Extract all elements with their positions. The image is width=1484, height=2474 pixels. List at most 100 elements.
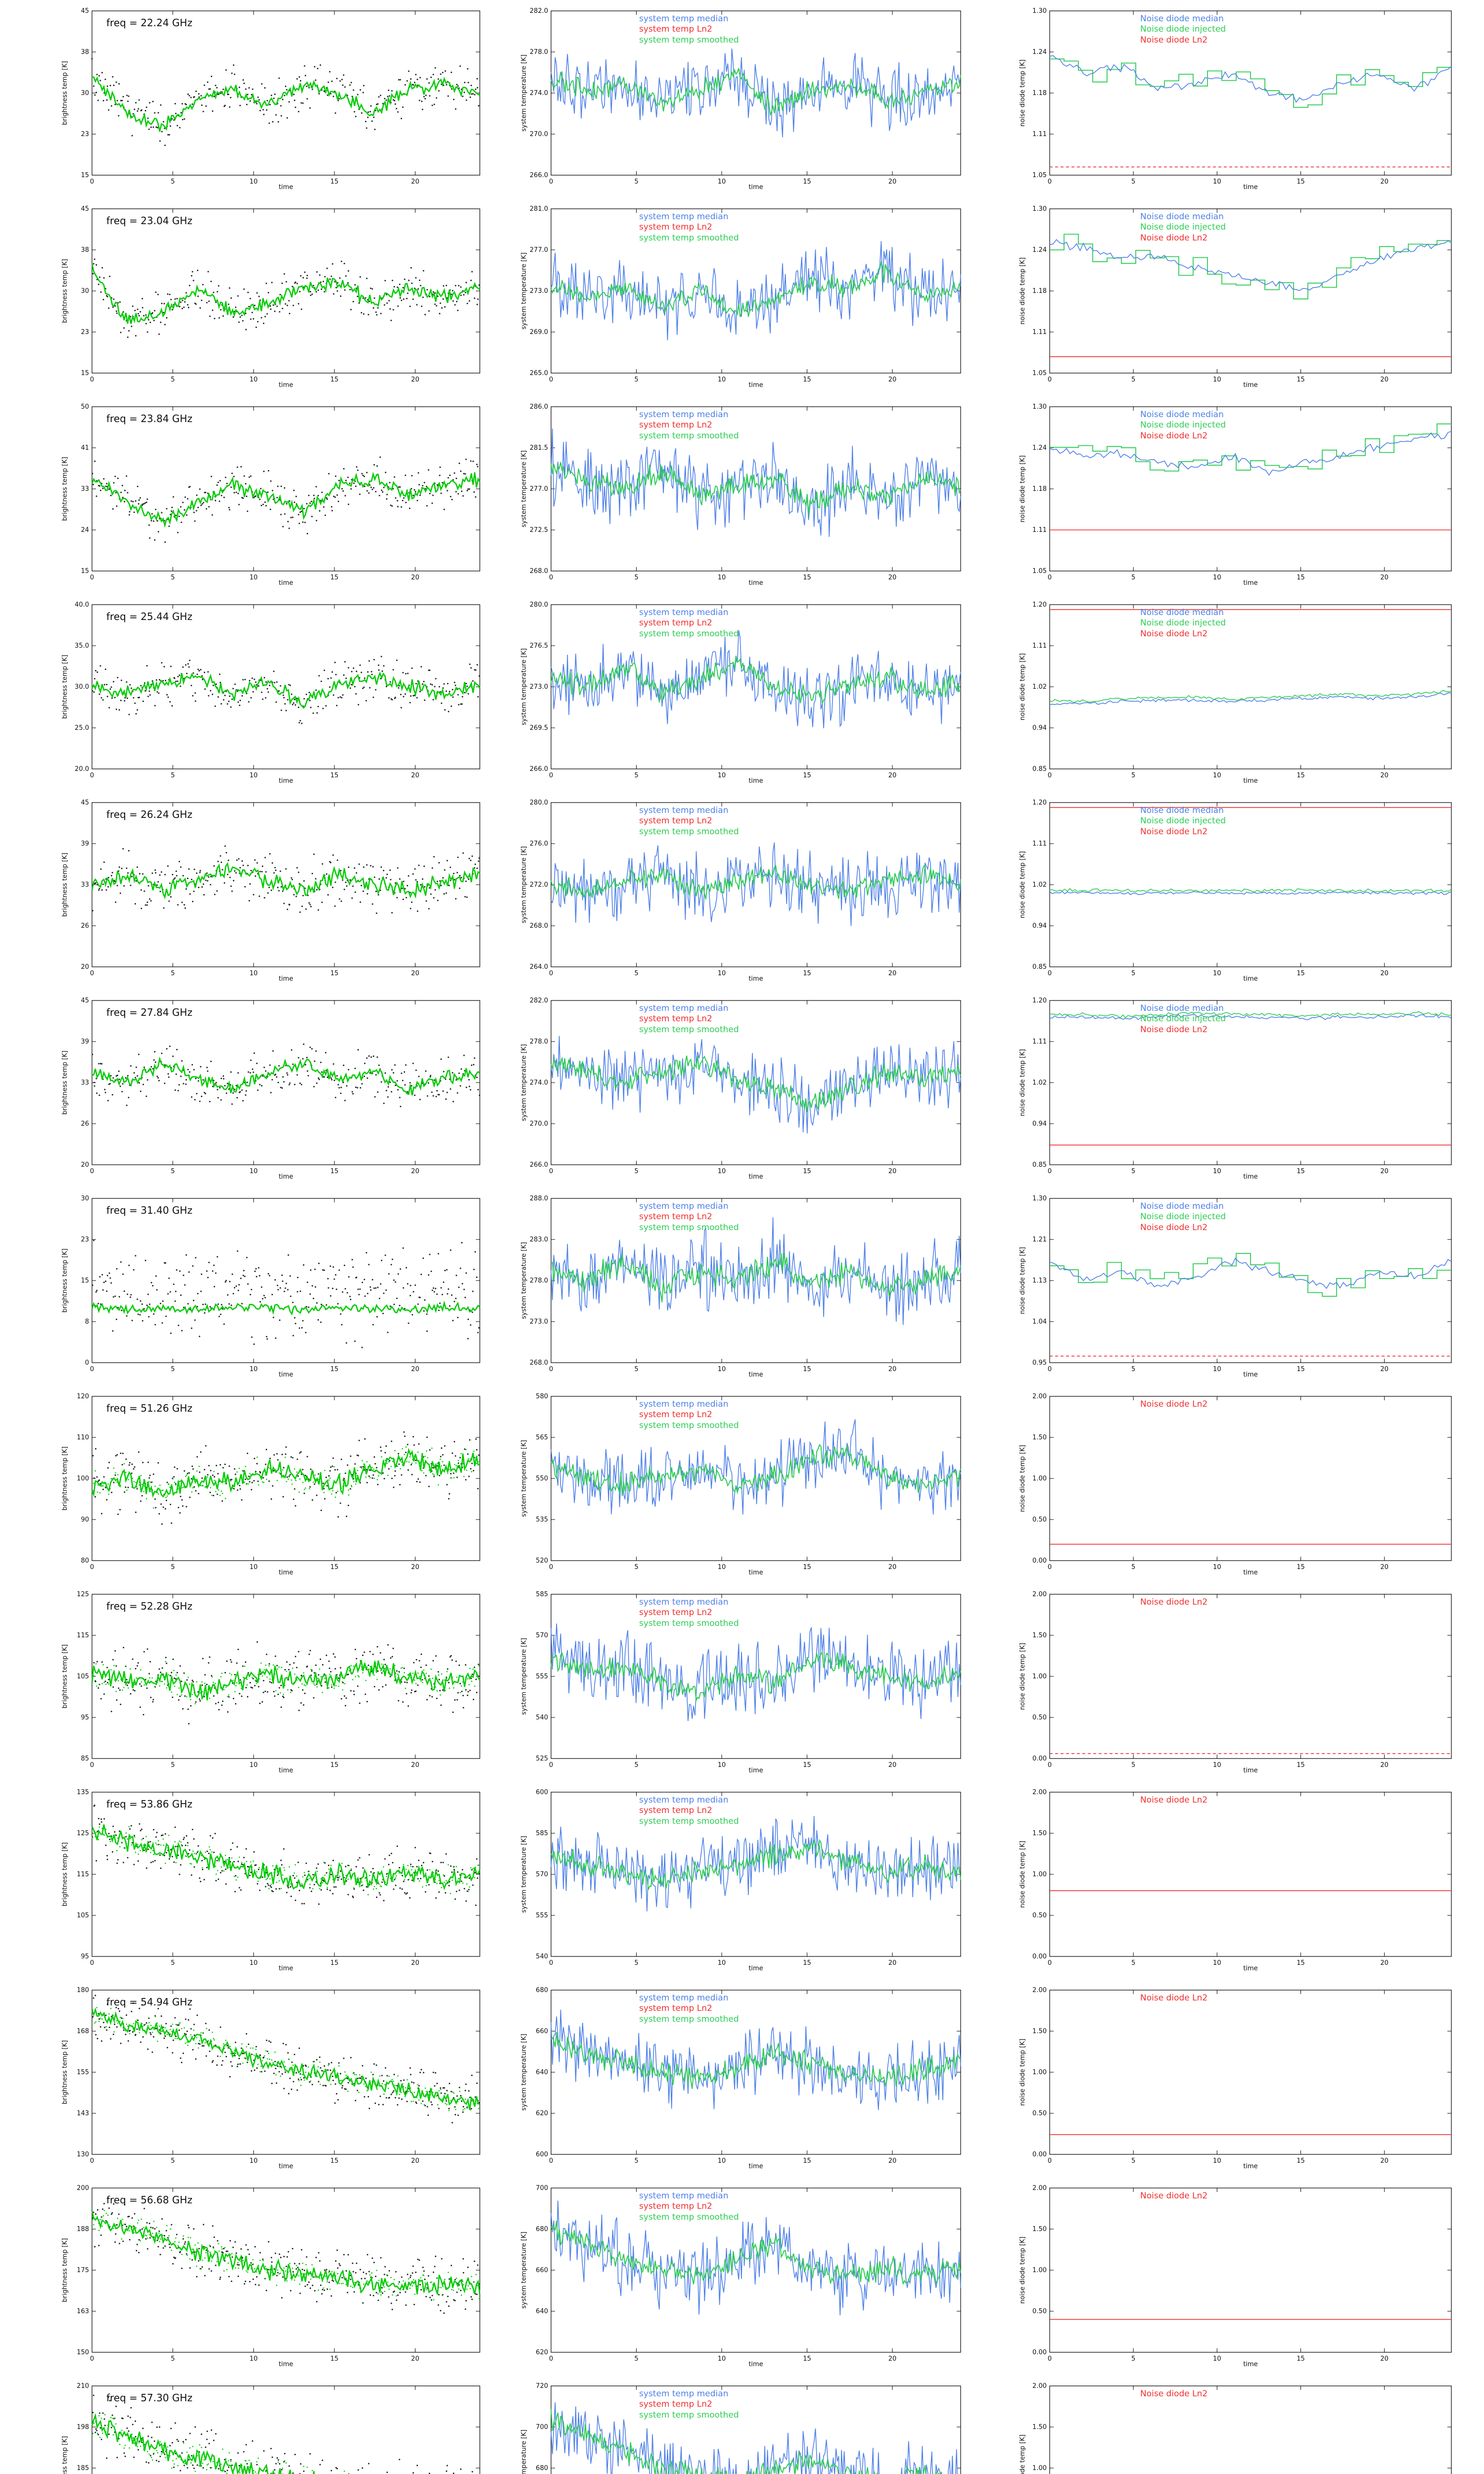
svg-text:1.00: 1.00 [1032, 1475, 1047, 1482]
svg-text:272.0: 272.0 [530, 881, 548, 889]
svg-text:281.5: 281.5 [530, 444, 548, 452]
systemp-panel-4-xlabel: time [748, 975, 763, 983]
svg-text:0: 0 [90, 1168, 94, 1175]
svg-text:45: 45 [81, 7, 89, 15]
plot-row-4: 20 26 33 39 45 0 5 10 15 20 brightness temp [K] tim… [0, 792, 1484, 990]
brightness-panel-7: 80 90 100 110 120 0 5 10 15 20 brightness temp [K]… [59, 1391, 485, 1577]
svg-text:580: 580 [536, 1393, 548, 1400]
svg-text:1.18: 1.18 [1032, 485, 1047, 493]
svg-text:5: 5 [1131, 1168, 1135, 1175]
svg-text:0: 0 [1048, 1366, 1052, 1373]
brightness-panel-8: 85 95 105 115 125 0 5 10 15 20 brightness temp [K]… [59, 1589, 485, 1775]
svg-text:20: 20 [888, 1564, 897, 1571]
svg-text:15: 15 [330, 1564, 339, 1571]
systemp-panel-2-ylabel: system temperature [K] [520, 450, 528, 527]
svg-text:1.24: 1.24 [1032, 444, 1047, 452]
systemp-panel-10-xlabel: time [748, 2163, 763, 2170]
brightness-panel-11-xlabel: time [278, 2361, 293, 2368]
brightness-panel-11: 150 163 175 188 200 0 5 10 15 20 brightness temp [… [59, 2183, 485, 2369]
svg-text:20: 20 [1380, 1168, 1389, 1175]
svg-text:0: 0 [549, 772, 553, 779]
svg-text:5: 5 [171, 178, 175, 186]
svg-text:1.21: 1.21 [1032, 1236, 1047, 1243]
svg-text:1.05: 1.05 [1032, 172, 1047, 179]
noisediode-panel-9-ylabel: noise diode temp [K] [1019, 1841, 1026, 1908]
svg-text:0: 0 [1048, 376, 1052, 383]
svg-text:110: 110 [77, 1434, 89, 1441]
brightness-panel-0: 15 23 30 38 45 0 5 10 15 20 brightness temp [K] tim… [59, 6, 485, 192]
svg-text:10: 10 [1213, 1168, 1221, 1175]
svg-text:1.18: 1.18 [1032, 90, 1047, 97]
svg-text:20: 20 [411, 1959, 419, 1967]
svg-text:272.5: 272.5 [530, 526, 548, 534]
brightness-panel-12-ylabel: brightness temp [K] [61, 2436, 69, 2474]
svg-text:120: 120 [77, 1393, 89, 1400]
noisediode-panel-0-svg: 1.05 1.11 1.18 1.24 1.30 0 5 10 15 20 noise diode … [1019, 7, 1452, 191]
svg-text:265.0: 265.0 [530, 370, 548, 377]
svg-text:15: 15 [803, 1761, 811, 1769]
svg-text:5: 5 [171, 1761, 175, 1769]
svg-text:15: 15 [803, 376, 811, 383]
systemp-panel-3-svg: 266.0 269.5 273.0 276.5 280.0 0 5 10 15 20 system … [520, 601, 961, 785]
svg-text:5: 5 [1131, 970, 1135, 977]
noisediode-panel-8-xlabel: time [1243, 1767, 1257, 1774]
svg-text:1.30: 1.30 [1032, 403, 1047, 411]
noisediode-panel-3-xlabel: time [1243, 777, 1257, 785]
systemp-panel-9-ylabel: system temperature [K] [520, 1836, 528, 1913]
noisediode-panel-5: 0.85 0.94 1.02 1.11 1.20 0 5 10 15 20 noise diode … [1017, 996, 1456, 1182]
noisediode-panel-3: 0.85 0.94 1.02 1.11 1.20 0 5 10 15 20 noise diode … [1017, 600, 1456, 786]
svg-text:20: 20 [1380, 1761, 1389, 1769]
svg-text:5: 5 [1131, 178, 1135, 186]
svg-text:90: 90 [81, 1516, 89, 1523]
svg-text:10: 10 [1213, 1564, 1221, 1571]
noisediode-panel-10-xlabel: time [1243, 2163, 1257, 2170]
svg-text:525: 525 [536, 1755, 548, 1762]
brightness-panel-1-svg: 15 23 30 38 45 0 5 10 15 20 brightness temp [K] tim… [61, 205, 480, 389]
noisediode-panel-0: 1.05 1.11 1.18 1.24 1.30 0 5 10 15 20 noise diode … [1017, 6, 1456, 192]
svg-text:270.0: 270.0 [530, 1120, 548, 1128]
noisediode-panel-3-ylabel: noise diode temp [K] [1019, 653, 1026, 720]
brightness-panel-1-xlabel: time [278, 381, 293, 389]
svg-text:1.04: 1.04 [1032, 1318, 1047, 1326]
svg-text:10: 10 [1213, 178, 1221, 186]
svg-text:278.0: 278.0 [530, 48, 548, 56]
systemp-panel-1-xlabel: time [748, 381, 763, 389]
svg-text:15: 15 [1297, 1366, 1305, 1373]
svg-text:540: 540 [536, 1714, 548, 1721]
svg-text:1.18: 1.18 [1032, 287, 1047, 295]
systemp-panel-9: 540 555 570 585 600 0 5 10 15 20 system temperatur… [518, 1787, 966, 1973]
svg-text:20: 20 [888, 772, 897, 779]
svg-text:10: 10 [249, 1959, 258, 1967]
brightness-panel-8-ylabel: brightness temp [K] [61, 1644, 69, 1709]
svg-text:283.0: 283.0 [530, 1236, 548, 1243]
brightness-panel-12-svg: 16017318519821005101520brightness temp [… [61, 2382, 480, 2474]
svg-text:15: 15 [81, 1277, 89, 1285]
svg-text:1.11: 1.11 [1032, 840, 1047, 848]
systemp-panel-12-ylabel: system temperature [K] [520, 2429, 528, 2474]
svg-text:269.5: 269.5 [530, 724, 548, 732]
svg-text:24: 24 [81, 526, 89, 534]
svg-text:20: 20 [888, 178, 897, 186]
systemp-panel-3-xlabel: time [748, 777, 763, 785]
svg-text:10: 10 [718, 574, 726, 581]
svg-text:20: 20 [1380, 574, 1389, 581]
plot-row-1: 15 23 30 38 45 0 5 10 15 20 brightness temp [K] tim… [0, 198, 1484, 396]
systemp-panel-9-xlabel: time [748, 1965, 763, 1972]
svg-text:5: 5 [171, 1168, 175, 1175]
svg-text:33: 33 [81, 485, 89, 493]
svg-text:20: 20 [888, 970, 897, 977]
systemp-panel-4-svg: 264.0 268.0 272.0 276.0 280.0 0 5 10 15 20 system … [520, 799, 961, 983]
noisediode-panel-10: 0.00 0.50 1.00 1.50 2.00 0 5 10 15 20 noise diode … [1017, 1985, 1456, 2171]
systemp-panel-2-svg: 268.0 272.5 277.0 281.5 286.0 0 5 10 15 20 system … [520, 403, 961, 587]
noisediode-panel-4-svg: 0.85 0.94 1.02 1.11 1.20 0 5 10 15 20 noise diode … [1019, 799, 1452, 983]
svg-text:10: 10 [718, 970, 726, 977]
plot-row-5: 20 26 33 39 45 0 5 10 15 20 brightness temp [K] tim… [0, 990, 1484, 1188]
noisediode-panel-6: 0.95 1.04 1.13 1.21 1.30 0 5 10 15 20 noise diode … [1017, 1193, 1456, 1380]
svg-text:0: 0 [90, 1564, 94, 1571]
svg-text:1.24: 1.24 [1032, 246, 1047, 254]
svg-text:1.20: 1.20 [1032, 997, 1047, 1004]
